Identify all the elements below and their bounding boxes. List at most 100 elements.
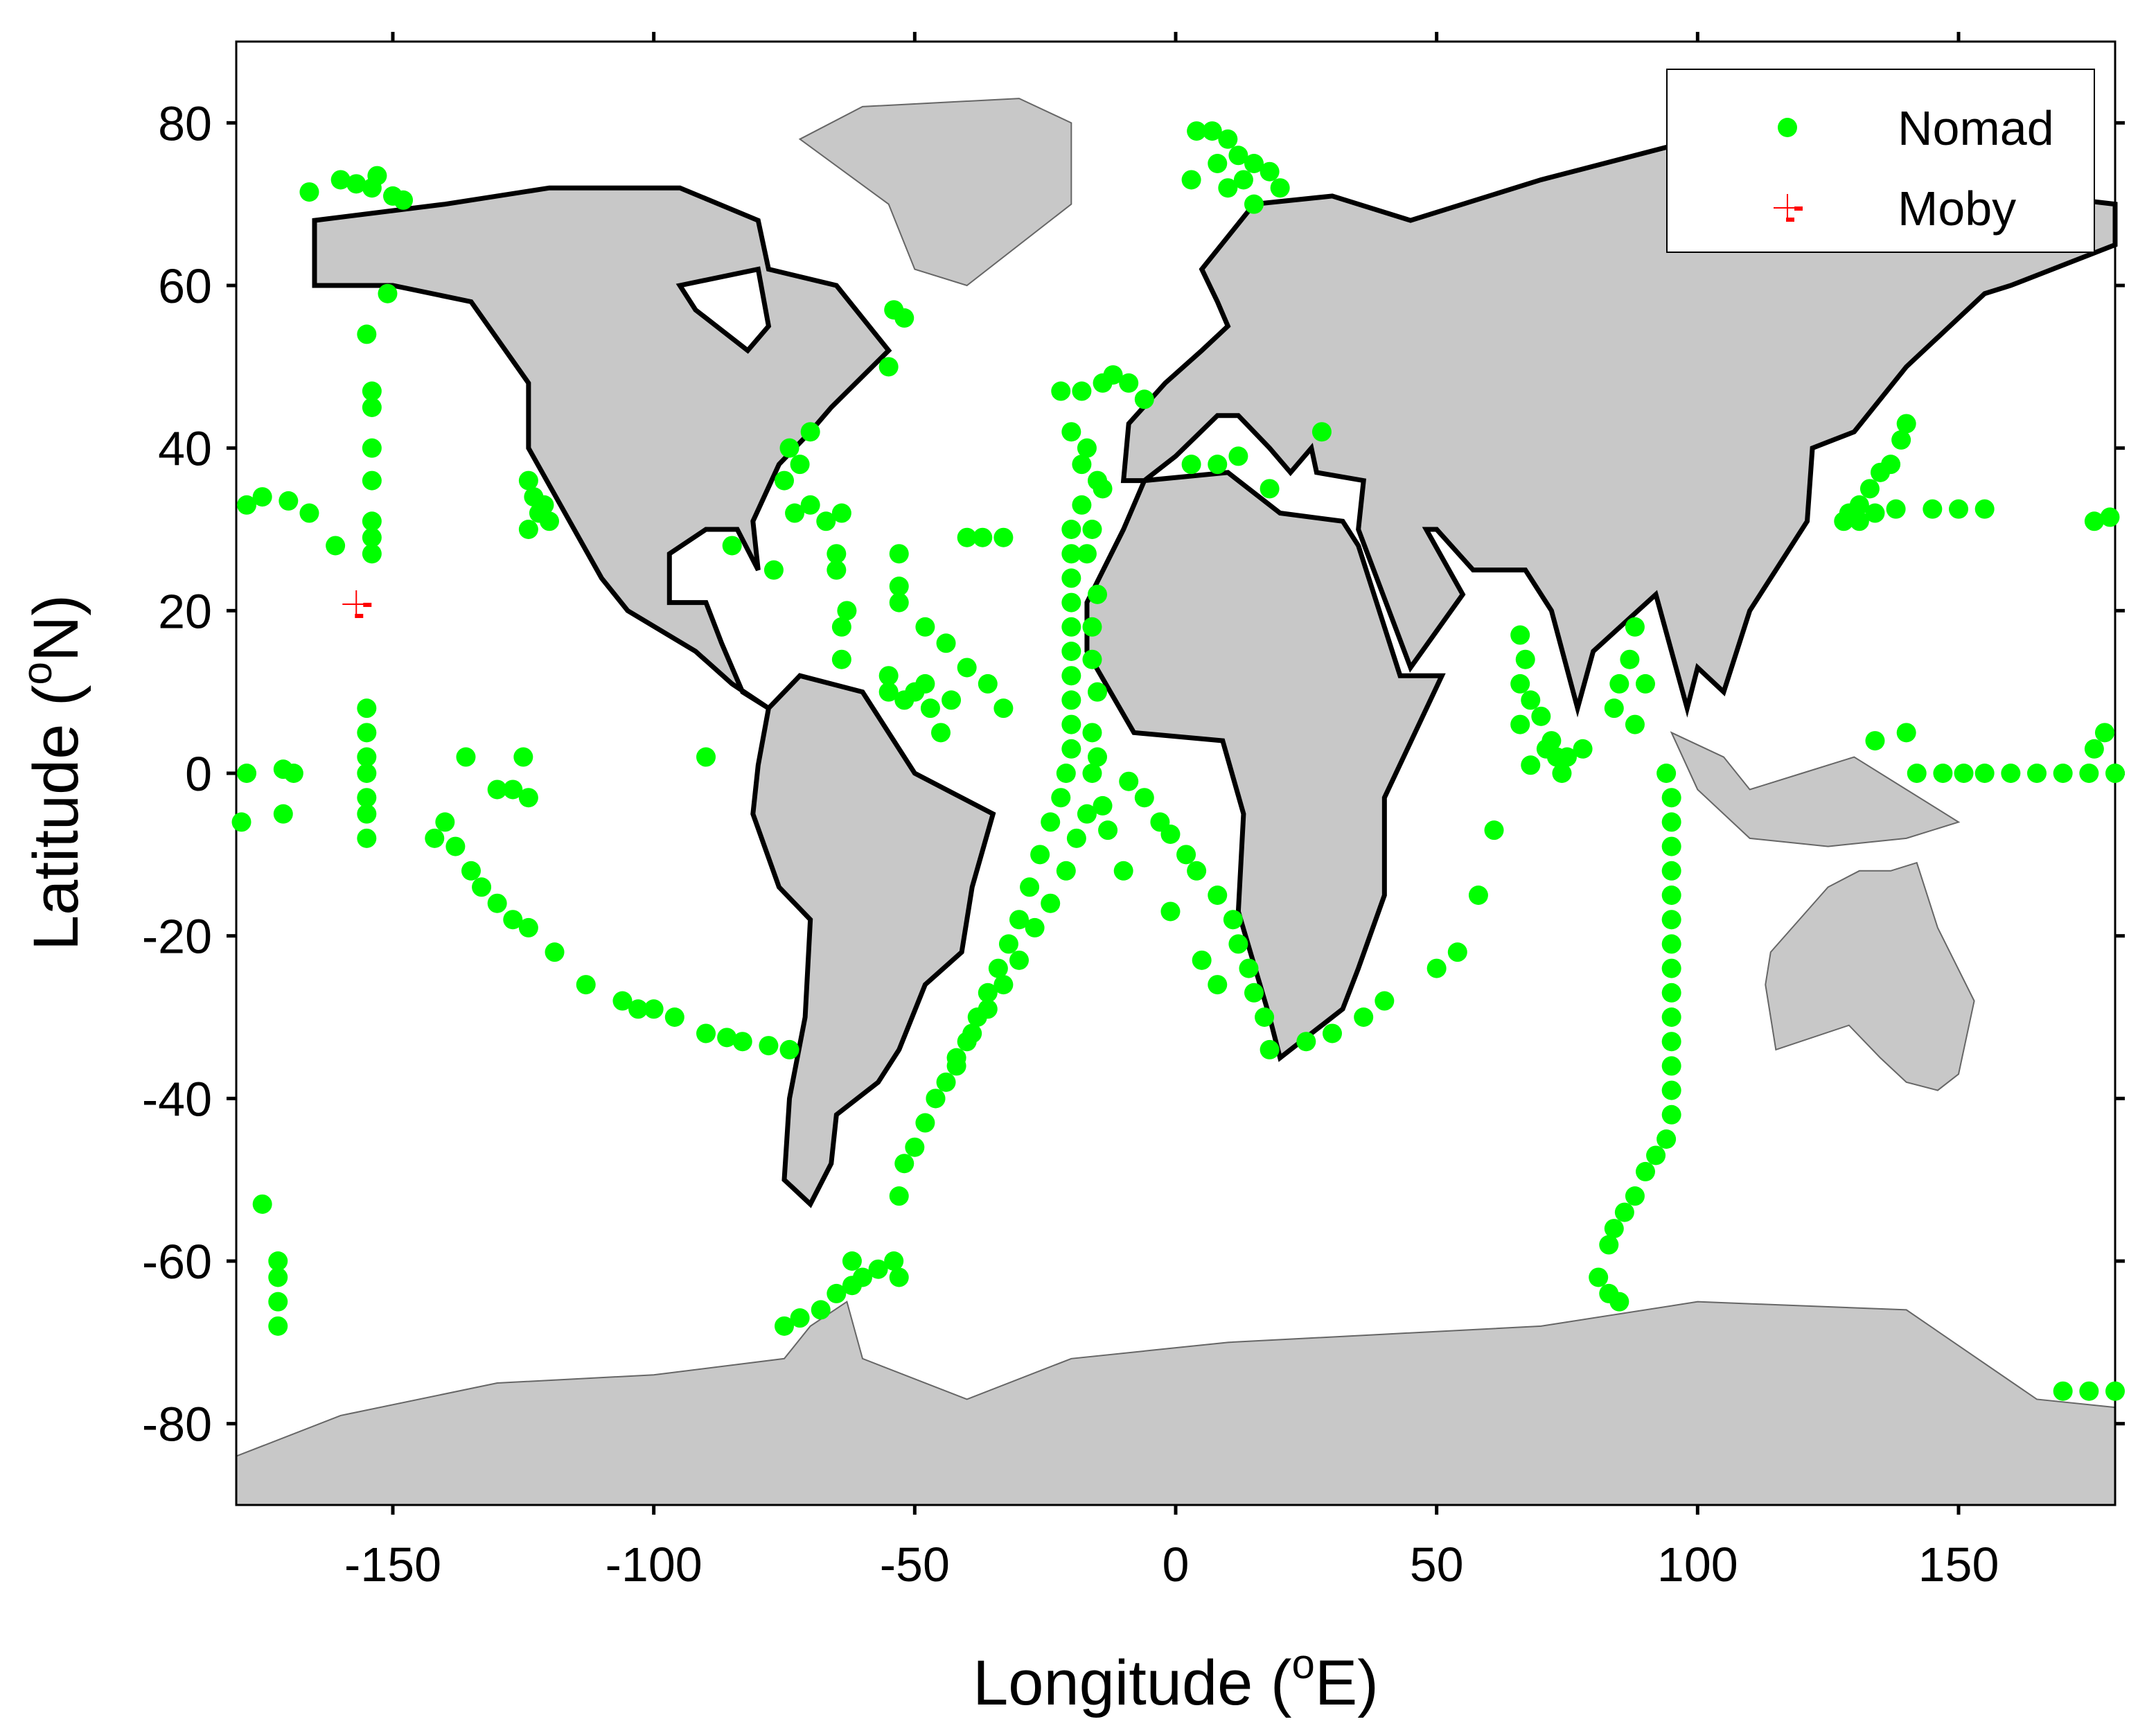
point <box>988 958 1008 978</box>
land <box>236 98 2115 1505</box>
point <box>722 536 742 556</box>
point <box>1625 714 1645 734</box>
point <box>1620 649 1640 669</box>
point <box>1066 828 1086 848</box>
point <box>811 1300 831 1320</box>
point <box>1521 690 1541 710</box>
point <box>545 942 565 962</box>
point <box>915 1113 935 1133</box>
point <box>1865 731 1885 751</box>
point <box>1531 706 1551 726</box>
africa <box>1087 473 1442 1058</box>
y-tick-label: 80 <box>158 96 212 150</box>
point <box>775 470 794 491</box>
point <box>1072 455 1092 475</box>
point <box>1088 584 1107 604</box>
point <box>962 1023 982 1043</box>
point <box>394 190 414 210</box>
point <box>1521 755 1541 775</box>
point <box>1072 381 1092 401</box>
plus-dash <box>1786 218 1794 222</box>
point <box>1187 121 1207 141</box>
point <box>831 617 851 637</box>
point <box>1134 389 1154 410</box>
y-tick-label: -80 <box>142 1398 212 1452</box>
legend-label: Nomad <box>1898 101 2054 155</box>
point <box>2105 764 2125 783</box>
point <box>461 861 481 881</box>
point <box>1536 739 1556 759</box>
y-axis-label-part: Latitude ( <box>21 685 91 951</box>
point <box>1849 511 1869 531</box>
point <box>957 658 977 678</box>
point <box>1025 917 1045 937</box>
point <box>717 1028 737 1048</box>
hudson-bay <box>680 270 768 351</box>
point <box>1886 499 1906 519</box>
point <box>1218 178 1238 198</box>
point <box>842 1251 862 1271</box>
point <box>889 544 909 564</box>
point <box>1661 1032 1681 1052</box>
point <box>1061 739 1081 759</box>
plus-dash <box>363 602 372 607</box>
point <box>763 560 784 580</box>
antarctica <box>236 1302 2115 1505</box>
point <box>1223 910 1243 930</box>
x-tick-label: -150 <box>344 1538 441 1592</box>
point <box>884 1251 904 1271</box>
point <box>357 828 377 848</box>
point <box>946 1048 966 1068</box>
point <box>1113 861 1133 881</box>
point <box>1447 942 1467 962</box>
point <box>1949 499 1968 519</box>
point <box>1954 764 1974 783</box>
point <box>978 983 998 1003</box>
x-tick-label: 150 <box>1918 1538 1999 1592</box>
y-tick-label: 40 <box>158 422 212 476</box>
point <box>1661 983 1681 1003</box>
point <box>889 1267 909 1287</box>
point <box>993 527 1014 547</box>
point <box>1510 673 1530 694</box>
point <box>357 747 377 767</box>
point <box>1865 503 1885 523</box>
point <box>1426 958 1447 978</box>
y-tick-label: -20 <box>142 910 212 964</box>
point <box>800 495 820 515</box>
point <box>993 975 1014 995</box>
point <box>1244 983 1264 1003</box>
x-axis-label-superscript: o <box>1291 1641 1314 1687</box>
point <box>273 804 293 824</box>
point <box>1119 771 1139 791</box>
point <box>1030 845 1050 865</box>
point <box>905 1137 925 1157</box>
point <box>800 422 820 442</box>
point <box>1468 886 1488 905</box>
point <box>696 1023 716 1043</box>
point <box>2079 1381 2099 1401</box>
point <box>357 723 377 743</box>
point <box>1661 1104 1681 1125</box>
point <box>1834 511 1854 531</box>
point <box>1239 958 1259 978</box>
point <box>732 1032 752 1052</box>
point <box>1077 804 1097 824</box>
point <box>576 975 596 995</box>
point <box>1661 886 1681 905</box>
point <box>978 673 998 694</box>
point <box>326 536 346 556</box>
point <box>1923 499 1943 519</box>
point <box>779 438 799 458</box>
point <box>1061 690 1081 710</box>
point <box>1661 958 1681 978</box>
point <box>283 764 303 783</box>
point <box>1260 161 1280 182</box>
point <box>1244 194 1264 214</box>
point <box>534 495 554 515</box>
point <box>2053 1381 2073 1401</box>
x-axis-label-part: Longitude ( <box>973 1648 1292 1718</box>
point <box>942 690 962 710</box>
point <box>1896 723 1916 743</box>
x-tick-label: 50 <box>1410 1538 1464 1592</box>
